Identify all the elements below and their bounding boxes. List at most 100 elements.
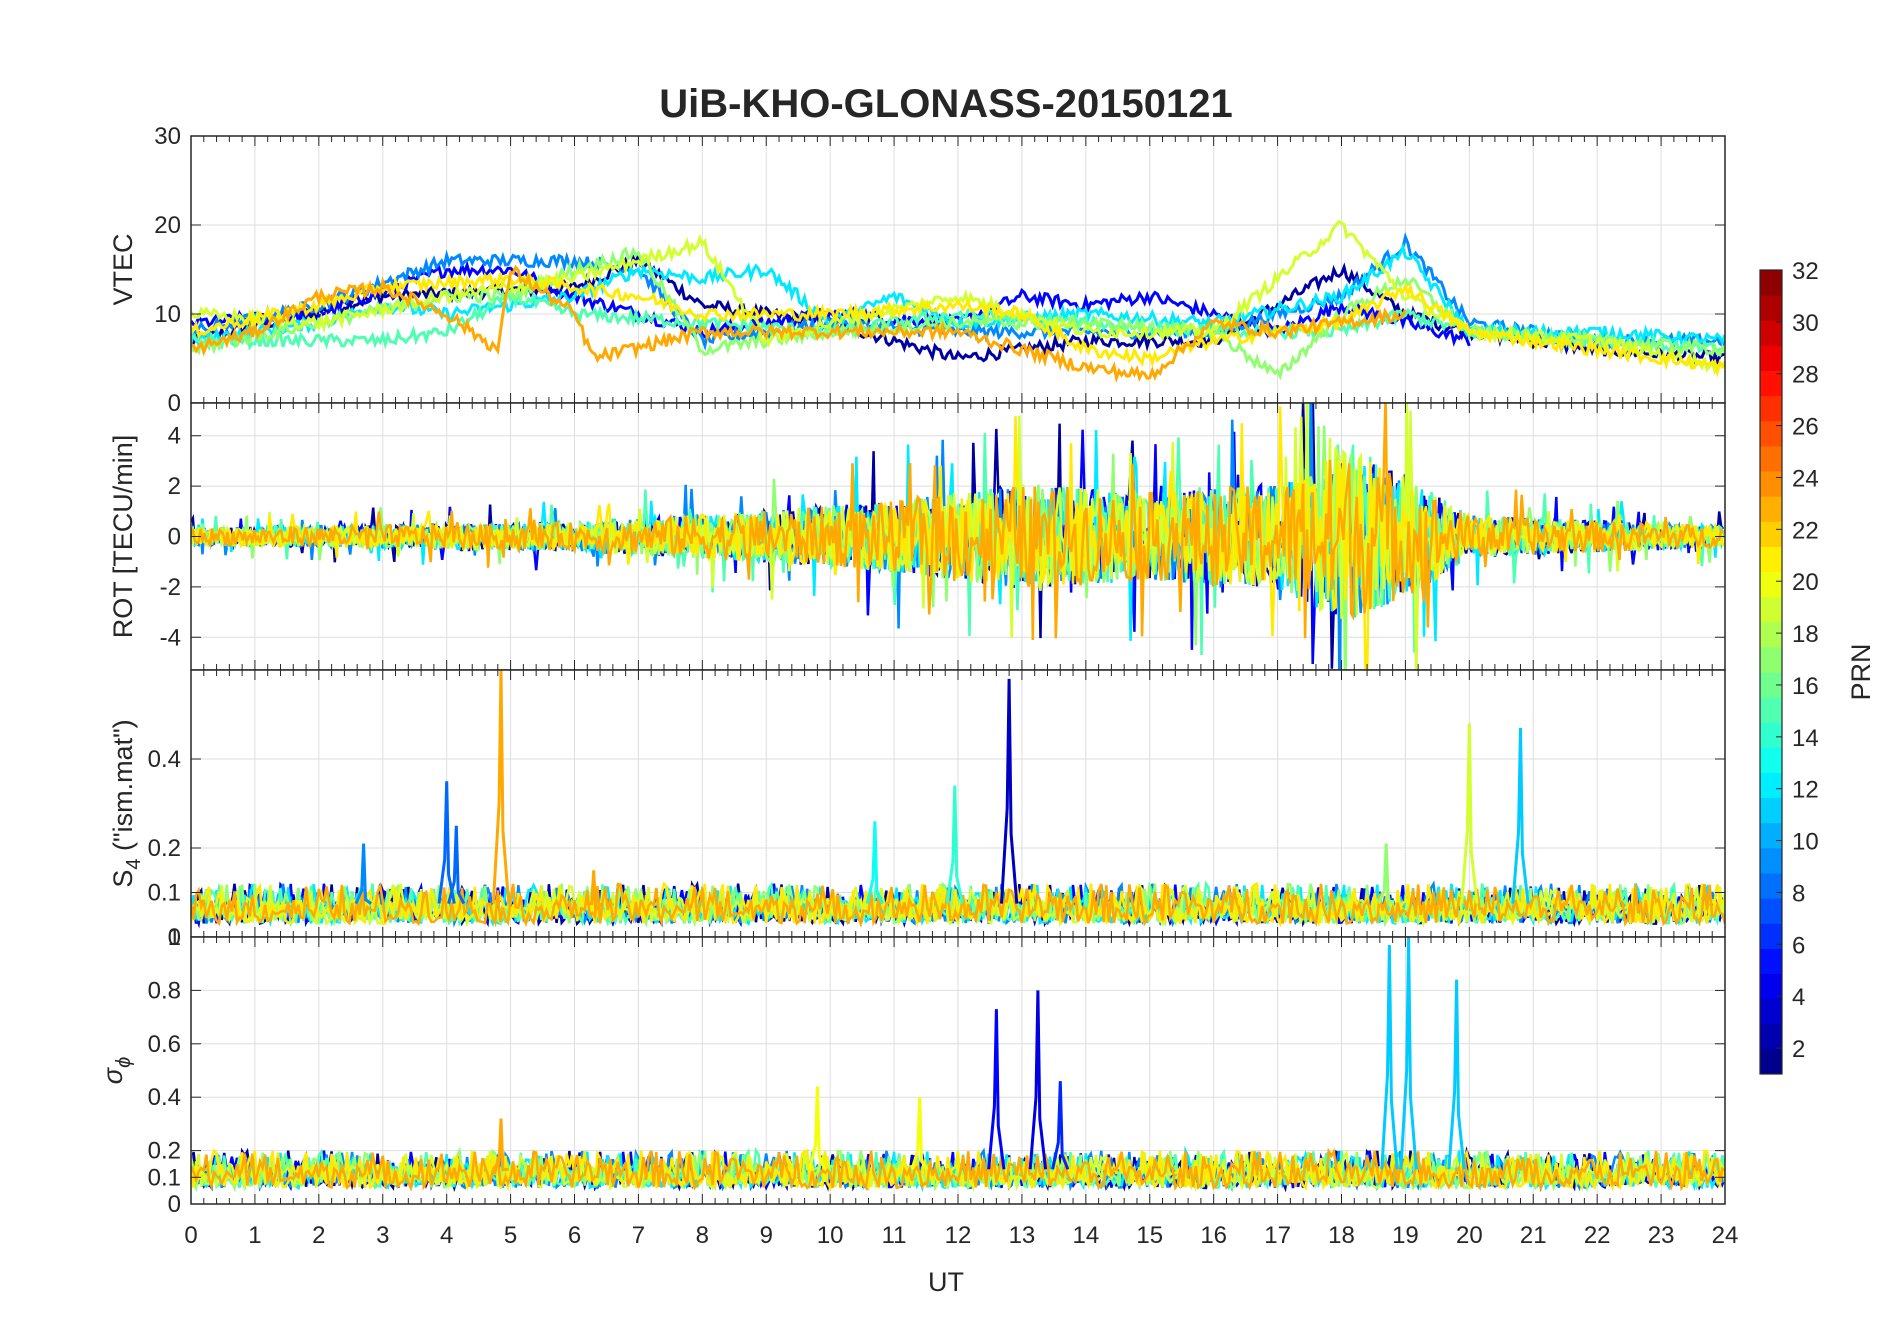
colorbar-tick-label: 32 <box>1792 258 1819 285</box>
x-tick-label: 14 <box>1072 1222 1099 1249</box>
x-axis-label: UT <box>928 1267 964 1297</box>
panel-data <box>191 403 1725 670</box>
spike-prn-23 <box>491 670 511 904</box>
spike-prn-5 <box>987 1009 1006 1170</box>
colorbar-tick-label: 18 <box>1792 621 1819 648</box>
colorbar-frame <box>1759 269 1783 1075</box>
spike-prn-13 <box>865 821 884 905</box>
x-tick-label: 15 <box>1136 1222 1163 1249</box>
y-axis-label: VTEC <box>108 233 138 305</box>
colorbar-tick-label: 2 <box>1792 1036 1805 1063</box>
spike-prn-4 <box>1028 990 1048 1170</box>
colorbar-segment <box>1760 445 1782 472</box>
panel-3: 00.10.20.4S4 ("ism.mat") <box>108 669 1726 951</box>
colorbar-segment <box>1760 847 1782 874</box>
colorbar-segment <box>1760 797 1782 824</box>
baseline-series-prn-23 <box>191 1147 1725 1192</box>
spike-prn-11 <box>1447 979 1466 1170</box>
y-tick-label: 0 <box>168 524 181 551</box>
colorbar-segment <box>1760 270 1782 296</box>
colorbar-segment <box>1760 697 1782 723</box>
colorbar-segment <box>1760 646 1782 673</box>
y-axis-label-base: S <box>108 870 138 888</box>
spike-prn-11 <box>1380 944 1399 1170</box>
spike-prn-19 <box>1460 723 1479 904</box>
y-tick-label: 0.2 <box>148 835 181 862</box>
colorbar-tick-label: 24 <box>1792 465 1819 492</box>
y-tick-label: 0.6 <box>148 1031 181 1058</box>
x-axis: 0 1 2 3 4 5 6 7 8 9 10 11 12 13 14 15 16 17 18 19 20 21 22 23 24 <box>184 1222 1738 1249</box>
y-axis-label-rest: ("ism.mat") <box>108 719 138 858</box>
spike-prn-20 <box>910 1097 929 1171</box>
colorbar-segment <box>1760 923 1782 949</box>
y-axis-label-subscript: ϕ <box>113 1057 135 1068</box>
spike-prn-3 <box>1000 678 1019 904</box>
x-tick-label: 24 <box>1712 1222 1739 1249</box>
x-tick-label: 3 <box>376 1222 389 1249</box>
x-tick-label: 17 <box>1264 1222 1291 1249</box>
spike-prn-11 <box>1399 937 1418 1170</box>
colorbar-segment <box>1760 822 1782 849</box>
spike-prn-11 <box>1511 727 1530 904</box>
colorbar-segment <box>1760 998 1782 1025</box>
x-tick-label: 2 <box>312 1222 325 1249</box>
y-tick-label: 0.4 <box>148 1084 181 1111</box>
y-axis-label-base: σ <box>98 1066 128 1084</box>
colorbar-segment <box>1760 722 1782 748</box>
x-tick-label: 12 <box>945 1222 972 1249</box>
colorbar-segment <box>1760 345 1782 371</box>
x-tick-label: 1 <box>248 1222 261 1249</box>
colorbar-segment <box>1760 420 1782 447</box>
colorbar-tick-label: 8 <box>1792 880 1805 907</box>
vtec-series-prn-23 <box>191 264 1407 384</box>
colorbar-label: PRN <box>1846 643 1876 700</box>
colorbar-segment <box>1760 672 1782 698</box>
colorbar-tick-label: 26 <box>1792 414 1819 441</box>
colorbar-segment <box>1760 621 1782 648</box>
spike-prn-17 <box>1377 843 1395 905</box>
colorbar-segment <box>1760 873 1782 899</box>
colorbar-segment <box>1760 747 1782 773</box>
colorbar-segment <box>1760 521 1782 547</box>
y-axis-label: S4 ("ism.mat") <box>108 719 145 887</box>
colorbar-segment <box>1760 471 1782 497</box>
x-tick-label: 16 <box>1200 1222 1227 1249</box>
spike-prn-14 <box>945 785 964 904</box>
colorbar-tick-label: 4 <box>1792 984 1805 1011</box>
panel-data <box>191 937 1725 1193</box>
colorbar-tick-label: 10 <box>1792 829 1819 856</box>
rot-series-prn-23 <box>191 403 1725 641</box>
y-tick-label: 1 <box>168 924 181 951</box>
y-axis-label-subscript: 4 <box>123 859 145 870</box>
colorbar-segment <box>1760 546 1782 572</box>
colorbar-tick-label: 12 <box>1792 777 1819 804</box>
spike-prn-23 <box>586 870 603 915</box>
y-tick-label: 0 <box>168 1191 181 1218</box>
colorbar-segment <box>1760 973 1782 1000</box>
vtec-series-prn-17 <box>191 246 1725 381</box>
y-tick-label: 0.4 <box>148 746 181 773</box>
x-tick-label: 5 <box>504 1222 517 1249</box>
x-tick-label: 9 <box>760 1222 773 1249</box>
x-tick-label: 7 <box>632 1222 645 1249</box>
chart-title: UiB-KHO-GLONASS-20150121 <box>659 82 1233 126</box>
colorbar-tick-label: 6 <box>1792 932 1805 959</box>
colorbar-segment <box>1760 571 1782 598</box>
spike-prn-8 <box>447 825 466 905</box>
x-tick-label: 20 <box>1456 1222 1483 1249</box>
colorbar-tick-label: 16 <box>1792 673 1819 700</box>
x-tick-label: 10 <box>817 1222 844 1249</box>
spike-prn-9 <box>354 843 373 905</box>
y-tick-label: 4 <box>168 423 181 450</box>
x-tick-label: 0 <box>184 1222 197 1249</box>
x-tick-label: 4 <box>440 1222 453 1249</box>
x-tick-label: 8 <box>696 1222 709 1249</box>
colorbar-segment <box>1760 898 1782 924</box>
y-tick-label: 0 <box>168 390 181 417</box>
colorbar-segment <box>1760 596 1782 623</box>
y-tick-label: 30 <box>154 123 181 150</box>
colorbar-segment <box>1760 496 1782 522</box>
